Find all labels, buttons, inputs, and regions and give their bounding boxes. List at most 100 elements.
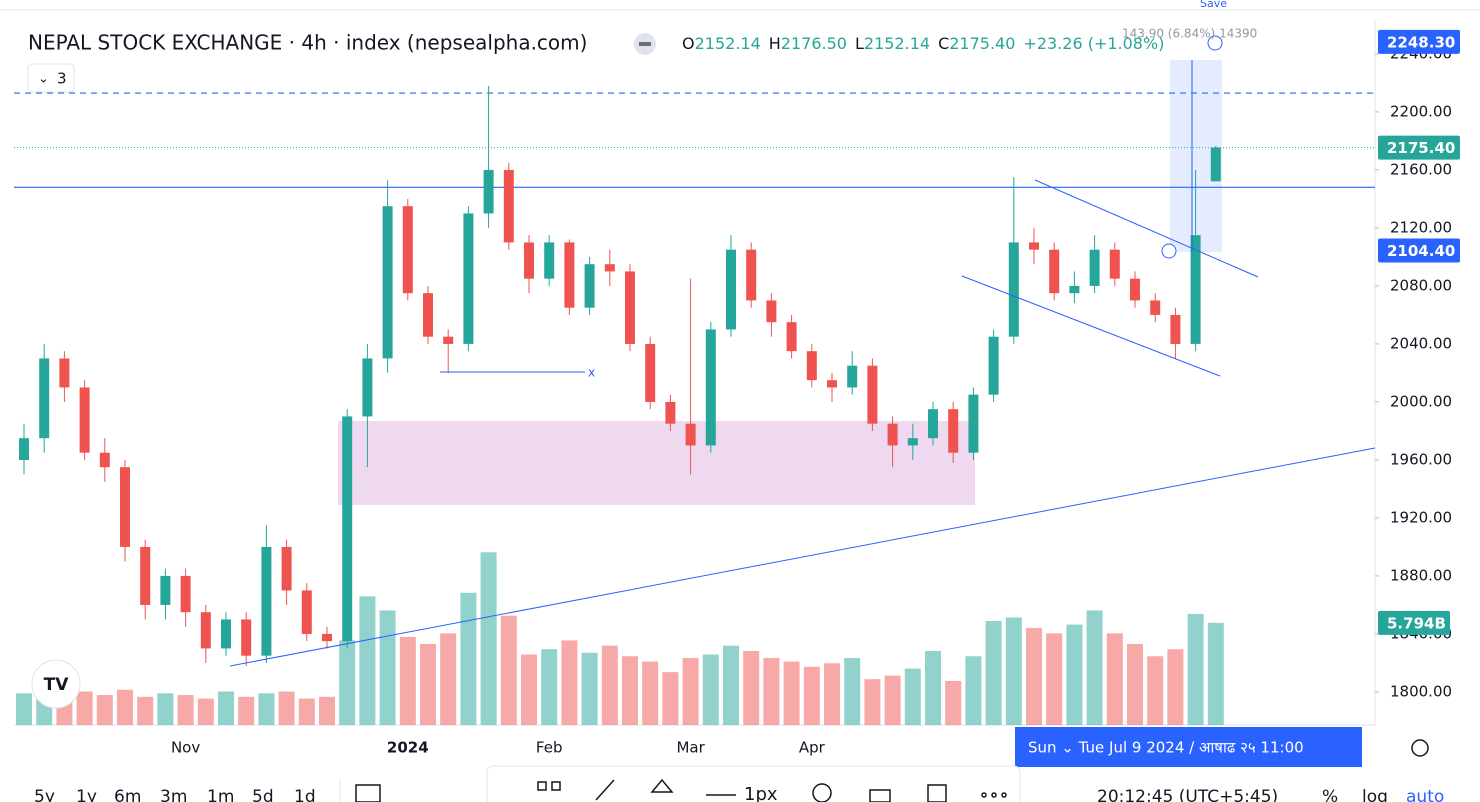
tool-template[interactable] <box>537 781 547 791</box>
candle-body <box>180 575 191 613</box>
range-button[interactable]: 1d <box>294 787 316 802</box>
ohlc-value: 2152.14 <box>864 34 930 53</box>
range-button[interactable]: 5y <box>34 787 55 802</box>
candle-body <box>463 213 474 344</box>
y-tick-label: 2160.00 <box>1390 160 1452 178</box>
handle[interactable] <box>1161 243 1177 259</box>
candle-body <box>19 438 29 460</box>
chart-title: NEPAL STOCK EXCHANGE · 4h · index (nepse… <box>28 31 587 55</box>
volume-bar <box>460 592 477 725</box>
scale-button[interactable]: log <box>1362 787 1388 802</box>
volume-bar <box>1046 633 1063 725</box>
volume-bar <box>662 672 679 725</box>
volume-bar <box>16 693 32 725</box>
price-tag-label: 2175.40 <box>1387 139 1455 157</box>
chevron: ⌄ <box>38 72 49 87</box>
crosshair-label: Sun ⌄ Tue Jul 9 2024 / आषाढ २५ 11:00 <box>1028 739 1304 757</box>
candle-body <box>221 619 231 649</box>
y-tick-label: 1960.00 <box>1390 450 1452 468</box>
candle-body <box>928 409 938 439</box>
ohlc-key: O <box>682 34 695 53</box>
drawing-tools <box>537 778 1007 802</box>
crosshair-box <box>1015 727 1362 767</box>
candle-body <box>1069 285 1080 294</box>
scale-button[interactable]: auto <box>1406 787 1444 802</box>
scale-buttons: % log auto <box>1322 787 1444 802</box>
volume-bar <box>177 695 194 725</box>
volume-bar <box>1147 656 1164 725</box>
candle-body <box>988 336 999 395</box>
volume-bar <box>319 696 335 725</box>
volume-bar <box>581 652 598 725</box>
tool-settings[interactable] <box>812 783 832 802</box>
clock: 20:12:45 (UTC+5:45) <box>1097 787 1278 802</box>
ohlc-key: H <box>769 34 781 53</box>
tool-fill[interactable] <box>650 778 674 793</box>
candle-body <box>665 401 676 424</box>
candle-body <box>160 575 171 605</box>
volume-bar <box>1127 643 1143 725</box>
ohlc-value: 2152.14 <box>695 34 761 53</box>
tool-delete[interactable] <box>927 784 947 802</box>
range-button[interactable]: 1m <box>207 787 234 802</box>
price-tag-label: 2248.30 <box>1387 33 1455 51</box>
volume-bar <box>420 643 436 725</box>
range-button[interactable]: 1y <box>76 787 97 802</box>
volume-bar <box>480 552 497 725</box>
tool-template[interactable] <box>551 781 561 791</box>
range-button[interactable]: 6m <box>114 787 141 802</box>
price-tag <box>1378 29 1460 54</box>
volume-bar <box>1106 633 1123 725</box>
save-button[interactable]: Save <box>1200 0 1227 10</box>
volume-bar <box>682 658 699 725</box>
candle-body <box>1109 249 1120 279</box>
volume-bar <box>763 658 780 725</box>
tool-more[interactable] <box>1001 792 1007 798</box>
price-tag-label: 2104.40 <box>1387 242 1455 260</box>
tool-more[interactable] <box>991 792 997 798</box>
range-button[interactable]: 5d <box>252 787 274 802</box>
candle-body <box>564 242 575 308</box>
tool-pencil[interactable] <box>595 779 615 801</box>
price-tag <box>1378 238 1460 263</box>
indicator-toggle[interactable] <box>27 63 75 93</box>
candle-body <box>625 271 635 344</box>
volume-bar <box>76 691 93 725</box>
volume-bar <box>904 668 921 725</box>
logo[interactable] <box>31 659 81 709</box>
tool-more[interactable] <box>981 792 987 798</box>
calendar-icon[interactable] <box>355 784 381 802</box>
candle-body <box>39 358 50 439</box>
y-tick-label: 1880.00 <box>1390 566 1452 584</box>
candle-body <box>79 387 90 453</box>
handle[interactable] <box>1207 35 1223 51</box>
candle-body <box>120 467 130 547</box>
candle-body <box>948 409 959 453</box>
ohlc-key: C <box>938 34 949 53</box>
volume-bar <box>218 691 234 725</box>
x-tick-label: Feb <box>536 739 563 757</box>
candle-body <box>301 590 312 634</box>
volume-bar <box>197 698 214 725</box>
scale-button[interactable]: % <box>1322 787 1338 802</box>
ohlc-value: 2176.50 <box>781 34 847 53</box>
volume-bar <box>601 645 618 725</box>
volume-bar <box>440 633 457 725</box>
status-icon <box>639 42 651 46</box>
candle-body <box>867 365 878 424</box>
range-button[interactable]: 3m <box>160 787 187 802</box>
tool-lock[interactable] <box>869 789 891 802</box>
ohlc-key: L <box>855 34 864 53</box>
volume-tag-label: 5.794B <box>1387 614 1446 632</box>
volume-bar <box>642 661 659 725</box>
line-width[interactable]: 1px <box>744 784 778 802</box>
measure-label: 143.90 (6.84%) 14390 <box>1122 27 1257 41</box>
volume-bar <box>399 636 416 725</box>
candle-body <box>342 416 353 642</box>
volume-bar <box>1167 649 1184 725</box>
candle-body <box>806 351 817 381</box>
volume-bar <box>1086 610 1103 725</box>
candle-body <box>584 264 595 308</box>
settings-icon[interactable] <box>1411 739 1429 757</box>
y-tick-label: 2200.00 <box>1390 102 1452 120</box>
